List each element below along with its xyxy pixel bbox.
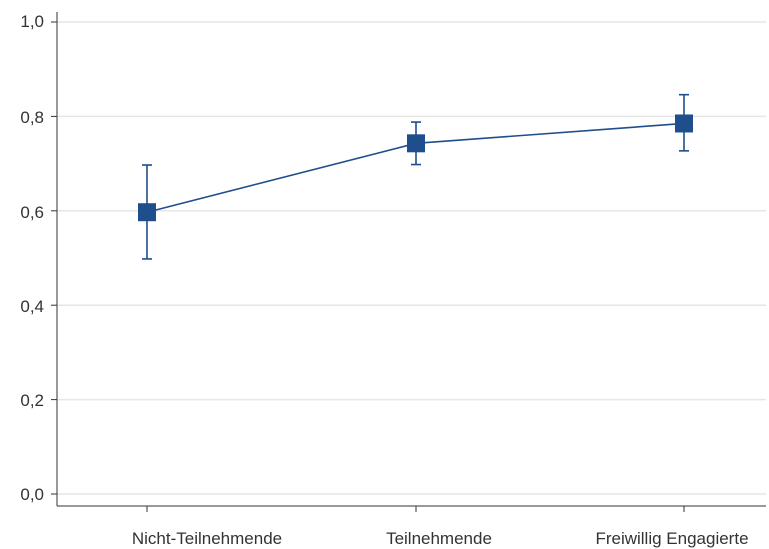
x-category-label: Teilnehmende [386, 529, 492, 548]
y-tick-label: 0,2 [20, 391, 44, 410]
x-ticks: Nicht-Teilnehmende Teilnehmende Freiwill… [132, 529, 749, 548]
y-tick-label: 0,8 [20, 108, 44, 127]
x-category-label: Nicht-Teilnehmende [132, 529, 282, 548]
data-point-marker [675, 114, 693, 133]
data-point-marker [138, 203, 156, 222]
y-tick-label: 0,6 [20, 203, 44, 222]
y-tick-label: 0,4 [20, 297, 44, 316]
x-category-label: Freiwillig Engagierte [595, 529, 748, 548]
axes [51, 12, 766, 512]
gridlines [58, 21, 766, 495]
y-tick-label: 0,0 [20, 485, 44, 504]
series [138, 93, 693, 260]
data-point-marker [407, 134, 425, 153]
y-tick-label: 1,0 [20, 12, 44, 31]
y-ticks: 1,0 0,8 0,6 0,4 0,2 0,0 [20, 12, 44, 504]
